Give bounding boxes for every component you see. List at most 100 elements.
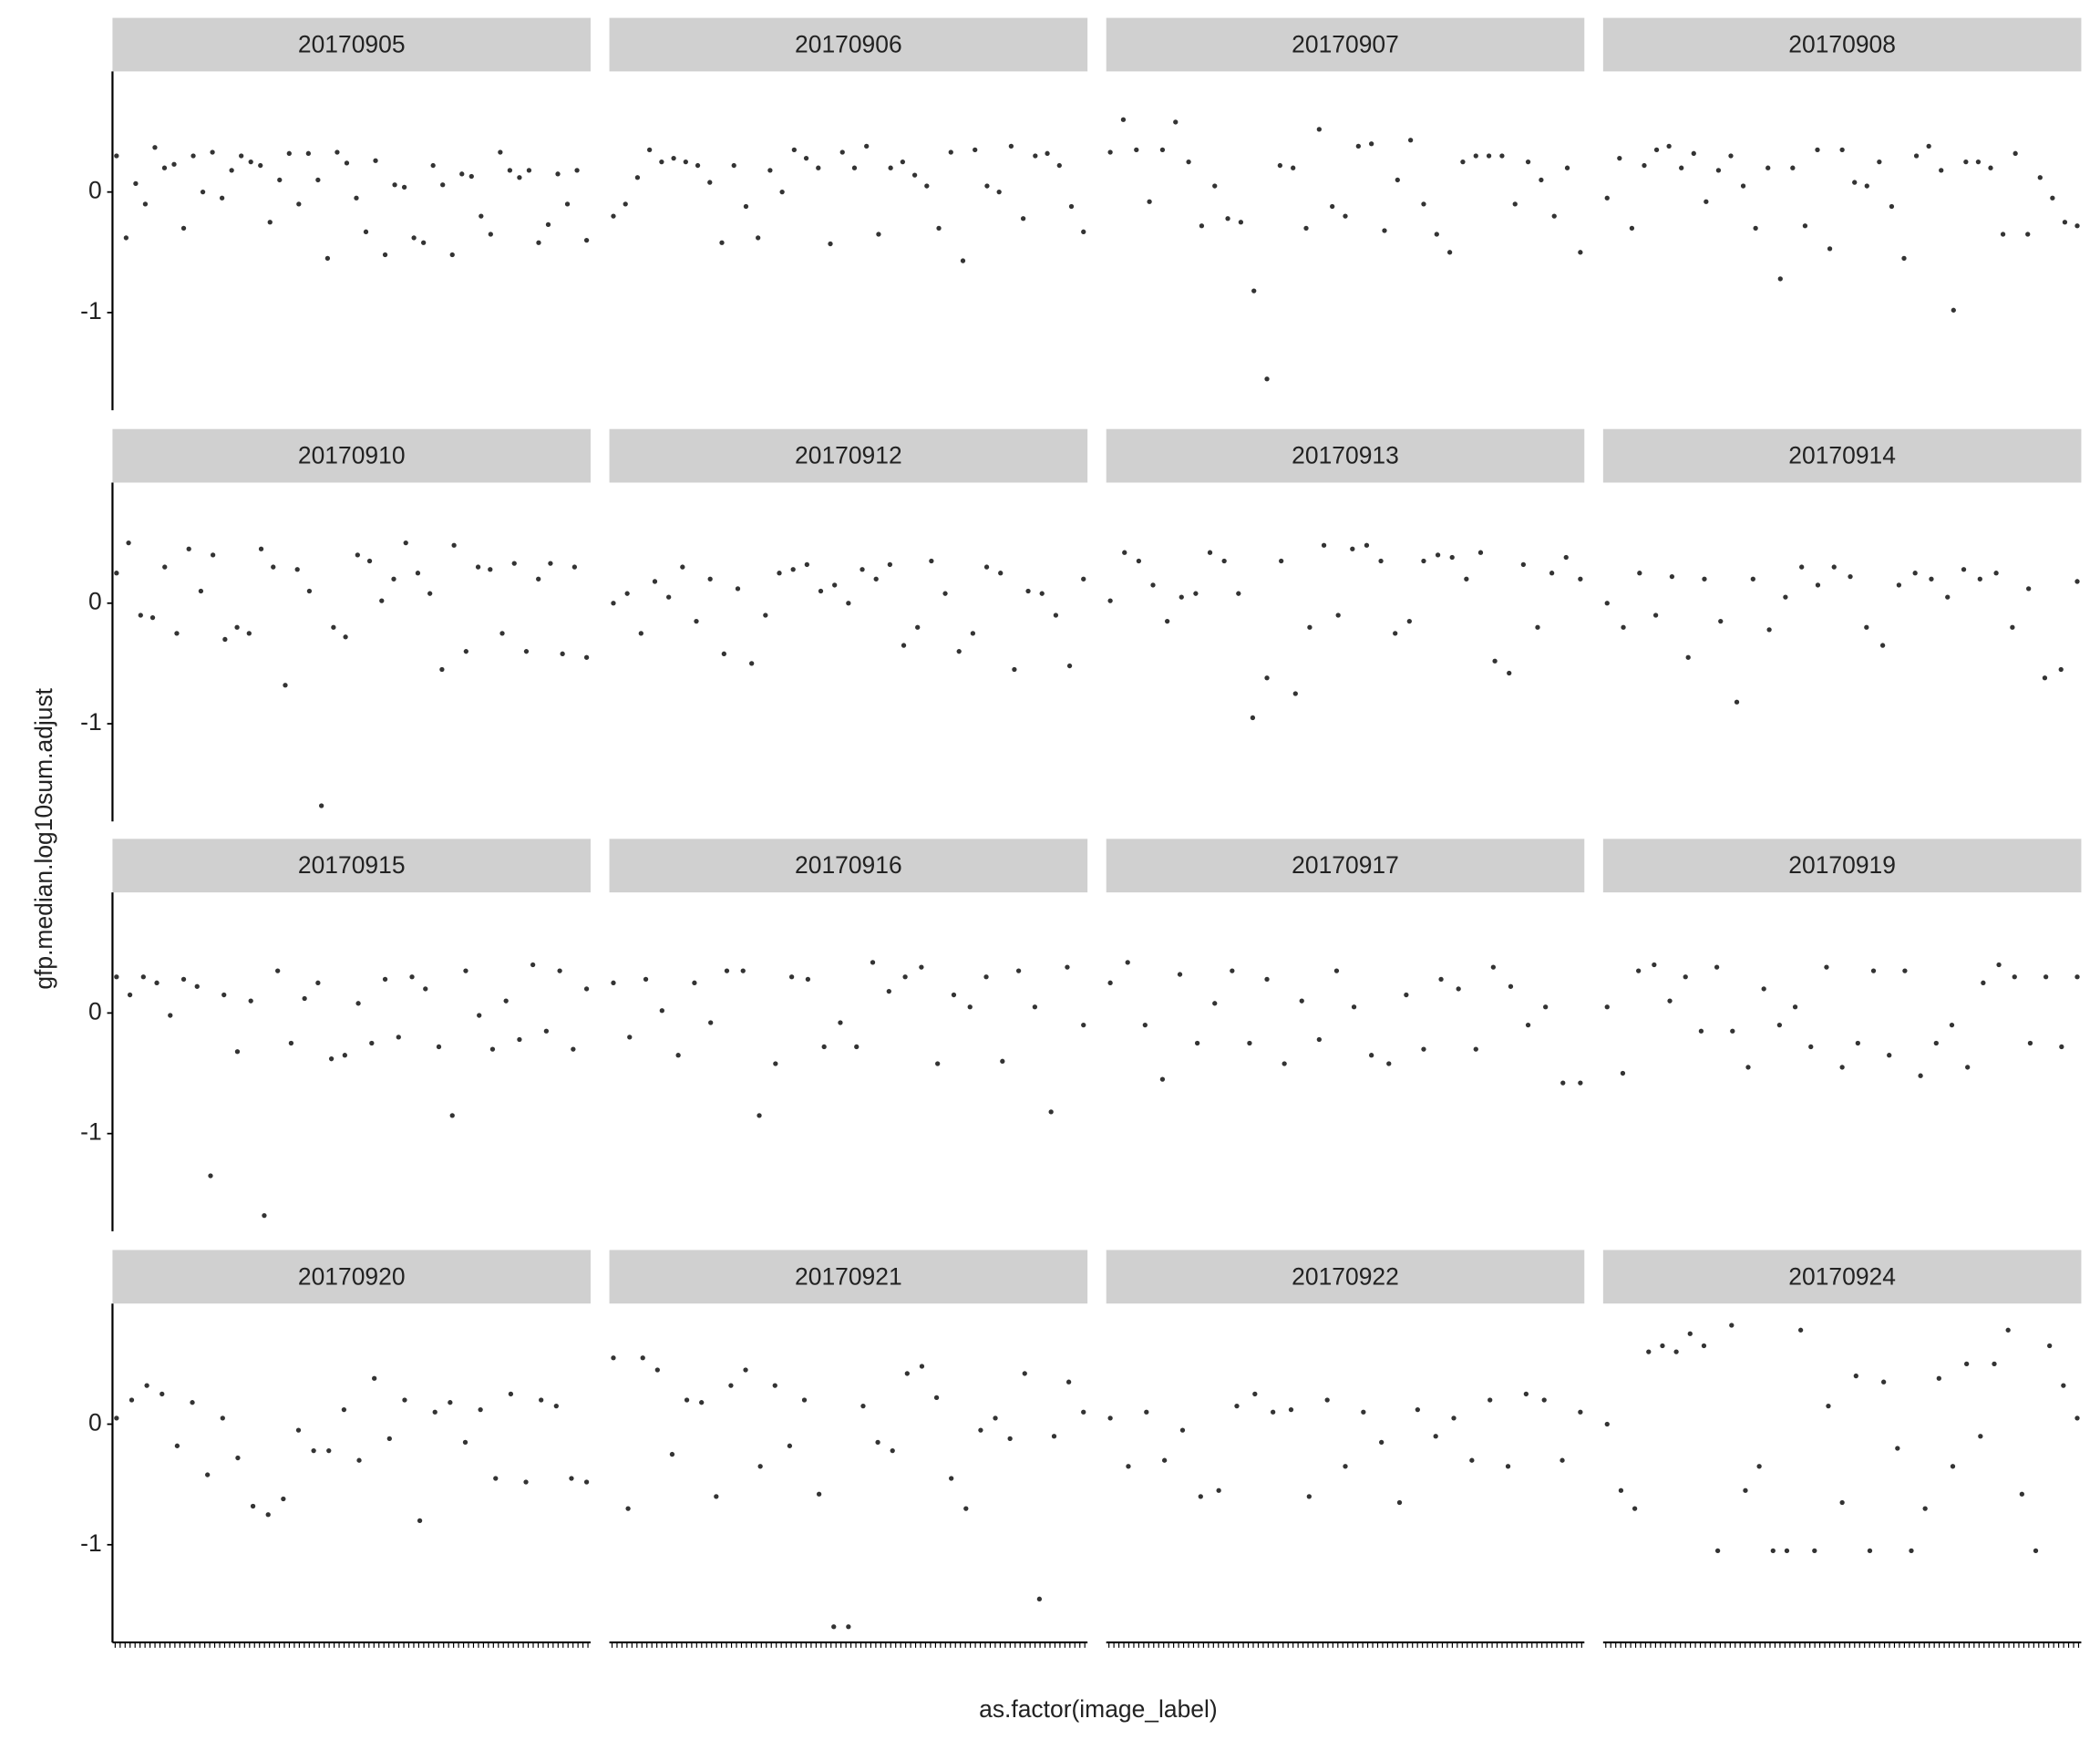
point <box>1922 1506 1928 1511</box>
point <box>311 1447 316 1454</box>
point <box>1406 618 1412 624</box>
point <box>949 1476 954 1481</box>
strip-label: 20170914 <box>1788 442 1896 469</box>
point <box>523 1479 529 1485</box>
point <box>1578 576 1583 582</box>
point <box>779 190 785 195</box>
point <box>1122 550 1127 555</box>
point <box>1790 165 1796 170</box>
point <box>643 976 649 983</box>
point <box>239 153 244 159</box>
point <box>1912 571 1918 576</box>
point <box>205 1472 211 1477</box>
point <box>1881 1379 1887 1385</box>
point <box>790 567 796 572</box>
point <box>1396 1499 1403 1506</box>
point <box>749 661 755 666</box>
point <box>983 564 990 570</box>
point <box>302 995 307 1002</box>
point <box>403 540 408 546</box>
point <box>2019 1491 2024 1497</box>
point <box>548 561 553 566</box>
point <box>468 173 474 180</box>
point <box>569 1476 574 1481</box>
point <box>342 1053 347 1058</box>
point <box>281 1496 286 1502</box>
strip <box>1106 17 1585 72</box>
point <box>1512 201 1518 207</box>
point <box>288 1040 294 1046</box>
point <box>1824 964 1829 970</box>
point <box>1033 153 1038 159</box>
point <box>1008 143 1014 149</box>
point <box>1051 1434 1057 1439</box>
point <box>671 155 676 161</box>
point <box>1993 571 1999 576</box>
point <box>392 182 397 188</box>
point <box>1802 223 1808 229</box>
point <box>1025 588 1031 594</box>
strip <box>112 1250 591 1304</box>
point <box>511 561 517 566</box>
point <box>731 162 736 169</box>
point <box>1291 165 1296 170</box>
point <box>956 649 962 654</box>
point <box>695 162 701 169</box>
point <box>933 1395 940 1401</box>
point <box>1604 601 1610 606</box>
point <box>1636 968 1642 973</box>
point <box>1792 1004 1798 1010</box>
point <box>138 612 143 618</box>
point <box>936 225 942 231</box>
point <box>1120 117 1127 122</box>
point <box>498 149 503 155</box>
point <box>611 601 616 606</box>
point <box>1848 574 1853 580</box>
point <box>1702 576 1707 582</box>
point <box>948 149 953 155</box>
point <box>846 601 851 606</box>
point <box>229 168 234 173</box>
point <box>929 558 934 564</box>
point <box>684 1397 690 1403</box>
point <box>1766 627 1772 633</box>
point <box>1173 119 1179 125</box>
point <box>200 190 206 195</box>
strip <box>1602 1250 2082 1304</box>
point <box>1477 550 1484 555</box>
point <box>1918 1073 1923 1078</box>
point <box>967 1004 973 1010</box>
point <box>1777 276 1783 282</box>
point <box>1303 225 1309 231</box>
point <box>1745 1065 1751 1070</box>
point <box>788 974 795 980</box>
point <box>1020 216 1026 221</box>
point <box>1936 1375 1941 1381</box>
point <box>714 1494 719 1499</box>
point <box>1887 1053 1892 1058</box>
point <box>2025 232 2031 237</box>
point <box>208 1173 213 1179</box>
point <box>427 591 433 596</box>
point <box>2000 232 2006 237</box>
point <box>1378 558 1384 564</box>
point <box>436 1044 442 1050</box>
point <box>2074 1415 2080 1421</box>
point <box>315 177 321 183</box>
point <box>2012 974 2017 980</box>
point <box>1379 1439 1385 1445</box>
point <box>1407 138 1414 143</box>
point <box>248 998 253 1004</box>
point <box>2061 1383 2066 1388</box>
point <box>386 1436 392 1442</box>
point <box>583 237 590 243</box>
strip <box>1602 17 2082 72</box>
point <box>902 974 908 980</box>
point <box>258 162 263 169</box>
point <box>875 1439 880 1445</box>
point <box>1107 980 1113 985</box>
point <box>574 168 580 173</box>
point <box>409 974 415 980</box>
point <box>1446 250 1453 255</box>
point <box>1560 1080 1566 1086</box>
